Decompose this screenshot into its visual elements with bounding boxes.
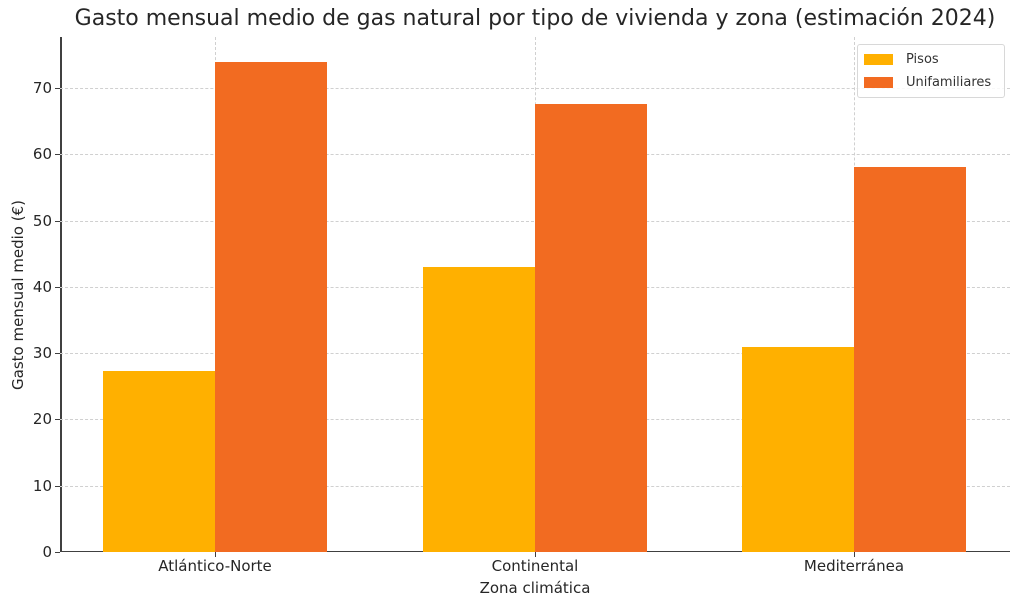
y-tick-mark xyxy=(55,485,60,487)
y-axis-line xyxy=(60,37,62,552)
y-tick-mark xyxy=(55,552,60,553)
y-tick-label: 50 xyxy=(32,211,52,230)
y-tick-label: 70 xyxy=(32,79,52,98)
y-tick-mark xyxy=(55,419,60,421)
legend-swatch-pisos xyxy=(864,53,893,65)
y-tick-mark xyxy=(55,286,60,288)
bar-pisos-2 xyxy=(742,346,854,552)
y-tick-mark xyxy=(55,154,60,156)
plot-area: 0 10 20 30 40 50 60 70 Atlántico-Norte Continenta… xyxy=(33,37,1010,575)
y-tick-label: 0 xyxy=(42,543,52,561)
legend: Pisos Unifamiliares xyxy=(857,44,1005,98)
chart-title: Gasto mensual medio de gas natural por t… xyxy=(74,6,996,31)
bar-pisos-0 xyxy=(103,371,215,552)
y-tick-mark xyxy=(55,220,60,222)
y-tick-label: 40 xyxy=(32,277,52,296)
y-tick-label: 10 xyxy=(32,476,52,495)
bar-pisos-1 xyxy=(423,267,535,552)
legend-item-unifamiliares: Unifamiliares xyxy=(864,72,991,92)
x-axis-label: Zona climática xyxy=(479,579,591,597)
y-tick-label: 20 xyxy=(32,410,52,429)
x-tick-label: Mediterránea xyxy=(803,557,905,575)
x-tick-label: Atlántico-Norte xyxy=(158,557,272,575)
x-tick-mark xyxy=(215,552,216,557)
x-tick-label: Continental xyxy=(491,557,579,575)
y-tick-mark xyxy=(55,88,60,90)
x-tick-mark xyxy=(854,552,855,557)
y-tick-label: 30 xyxy=(32,344,52,363)
y-tick-mark xyxy=(55,353,60,355)
y-axis-label: Gasto mensual medio (€) xyxy=(9,200,27,390)
legend-label: Pisos xyxy=(906,51,939,67)
x-tick-mark xyxy=(535,552,536,557)
bar-unifamiliares-2 xyxy=(854,166,966,552)
bar-unifamiliares-0 xyxy=(215,62,327,552)
y-tick-label: 60 xyxy=(32,145,52,164)
legend-item-pisos: Pisos xyxy=(864,49,939,69)
bar-unifamiliares-1 xyxy=(535,103,647,552)
legend-label: Unifamiliares xyxy=(906,74,992,90)
legend-swatch-unifamiliares xyxy=(864,76,893,88)
